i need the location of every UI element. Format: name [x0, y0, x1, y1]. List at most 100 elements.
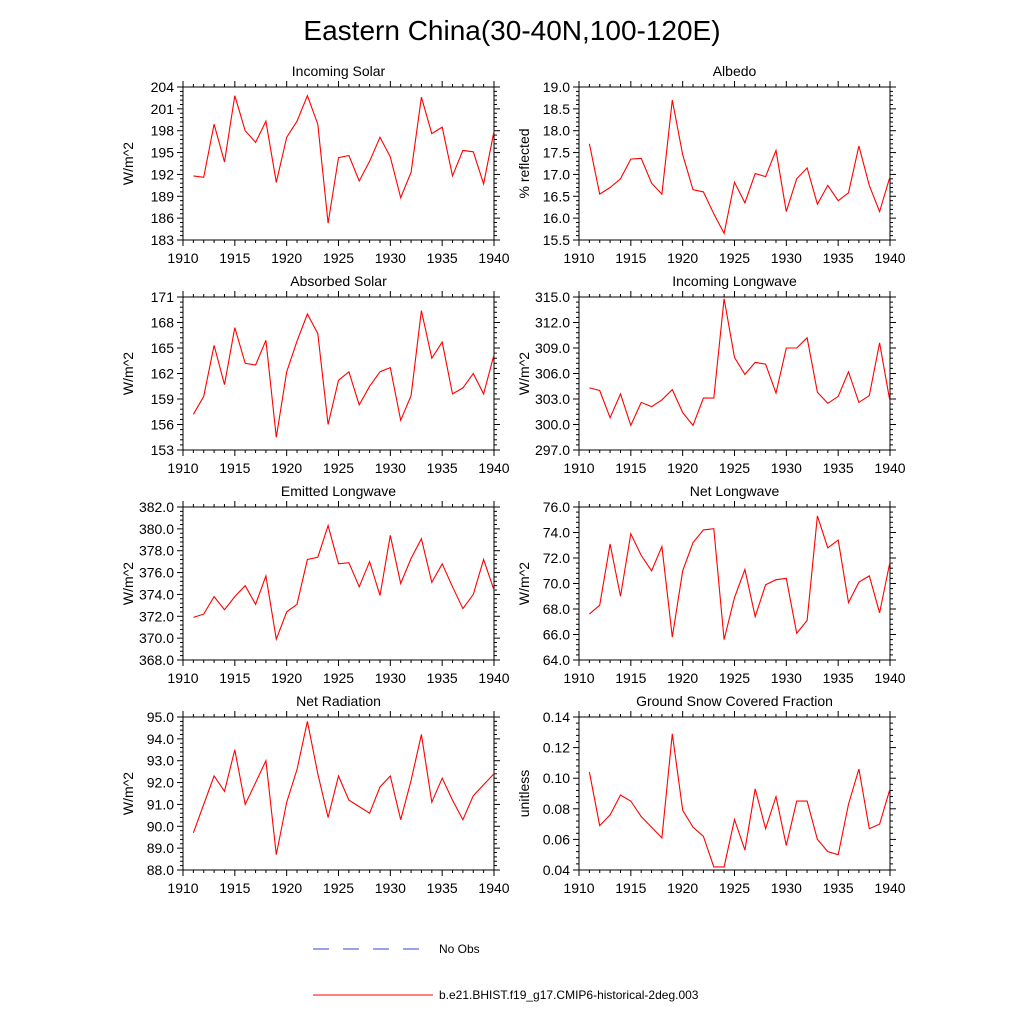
panel-title: Incoming Longwave [672, 273, 797, 289]
x-tick-label: 1935 [427, 880, 458, 896]
y-tick-label: 368.0 [139, 652, 174, 668]
y-tick-label: 378.0 [139, 543, 174, 559]
y-tick-label: 68.0 [543, 601, 570, 617]
y-tick-label: 312.0 [535, 315, 570, 331]
y-axis-label: % reflected [516, 128, 532, 198]
x-tick-label: 1920 [271, 460, 302, 476]
y-axis-label: W/m^2 [516, 352, 532, 395]
x-tick-label: 1930 [771, 670, 802, 686]
x-tick-label: 1915 [615, 670, 646, 686]
x-tick-label: 1910 [563, 250, 594, 266]
x-tick-label: 1910 [563, 670, 594, 686]
plot-frame [578, 506, 891, 661]
x-tick-label: 1920 [667, 880, 698, 896]
x-tick-label: 1925 [323, 880, 354, 896]
x-tick-label: 1930 [375, 670, 406, 686]
y-tick-label: 18.0 [543, 123, 570, 139]
y-tick-label: 16.0 [543, 210, 570, 226]
x-tick-label: 1920 [271, 670, 302, 686]
y-tick-label: 0.06 [543, 831, 570, 847]
y-tick-label: 17.0 [543, 166, 570, 182]
x-tick-label: 1910 [563, 460, 594, 476]
x-tick-label: 1935 [427, 250, 458, 266]
figure-title: Eastern China(30-40N,100-120E) [303, 15, 720, 46]
y-tick-label: 192 [151, 166, 175, 182]
y-axis-label: W/m^2 [120, 562, 136, 605]
y-tick-label: 90.0 [147, 818, 174, 834]
panel-2: Absorbed Solar W/m^2 153 156 159 162 165 168 171… [120, 273, 510, 476]
x-tick-label: 1915 [615, 250, 646, 266]
plot-frame [182, 716, 495, 871]
y-tick-label: 0.12 [543, 740, 570, 756]
y-tick-label: 297.0 [535, 442, 570, 458]
y-tick-label: 370.0 [139, 630, 174, 646]
x-tick-label: 1930 [771, 880, 802, 896]
y-tick-label: 72.0 [543, 550, 570, 566]
y-tick-label: 195 [151, 145, 175, 161]
y-tick-label: 201 [151, 101, 175, 117]
plot-frame [578, 296, 891, 451]
x-tick-label: 1935 [427, 670, 458, 686]
y-tick-label: 374.0 [139, 586, 174, 602]
x-tick-label: 1940 [874, 460, 905, 476]
x-tick-label: 1930 [771, 250, 802, 266]
y-tick-label: 16.5 [543, 188, 570, 204]
x-tick-label: 1915 [219, 250, 250, 266]
y-tick-label: 306.0 [535, 366, 570, 382]
panel-title: Absorbed Solar [290, 273, 387, 289]
plot-frame [578, 716, 891, 871]
x-tick-label: 1935 [427, 460, 458, 476]
x-tick-label: 1930 [375, 880, 406, 896]
y-tick-label: 171 [151, 289, 175, 305]
x-tick-label: 1940 [478, 880, 509, 896]
y-tick-label: 15.5 [543, 232, 570, 248]
y-tick-label: 0.08 [543, 801, 570, 817]
x-tick-label: 1925 [323, 670, 354, 686]
y-tick-label: 382.0 [139, 499, 174, 515]
y-tick-label: 204 [151, 79, 175, 95]
x-tick-label: 1935 [823, 250, 854, 266]
panel-title: Net Longwave [690, 483, 780, 499]
y-tick-label: 189 [151, 188, 175, 204]
panel-3: Incoming Longwave W/m^2 297.0 300.0 303.0 306… [516, 273, 906, 476]
panel-title: Ground Snow Covered Fraction [636, 693, 833, 709]
y-tick-label: 156 [151, 417, 175, 433]
y-tick-label: 89.0 [147, 840, 174, 856]
y-tick-label: 309.0 [535, 340, 570, 356]
y-tick-label: 18.5 [543, 101, 570, 117]
y-tick-label: 74.0 [543, 525, 570, 541]
x-tick-label: 1940 [478, 460, 509, 476]
y-tick-label: 300.0 [535, 417, 570, 433]
panel-4: Emitted Longwave W/m^2 368.0 370.0 372.0 374.… [120, 483, 510, 686]
y-tick-label: 168 [151, 315, 175, 331]
series-line [589, 515, 891, 640]
x-tick-label: 1915 [219, 460, 250, 476]
x-tick-label: 1935 [823, 460, 854, 476]
y-tick-label: 162 [151, 366, 175, 382]
y-axis-label: W/m^2 [516, 562, 532, 605]
y-tick-label: 88.0 [147, 862, 174, 878]
panel-title: Emitted Longwave [281, 483, 396, 499]
panel-1: Albedo % reflected 15.5 16.0 16.5 17.0 17.5 18.… [516, 63, 906, 266]
panel-6: Net Radiation W/m^2 88.0 89.0 90.0 91.0 92.0 93… [120, 693, 510, 896]
x-tick-label: 1925 [719, 670, 750, 686]
x-tick-label: 1915 [219, 880, 250, 896]
series-line [193, 94, 495, 224]
y-axis-label: W/m^2 [120, 772, 136, 815]
x-tick-label: 1930 [771, 460, 802, 476]
x-tick-label: 1910 [563, 880, 594, 896]
y-tick-label: 94.0 [147, 731, 174, 747]
panel-title: Incoming Solar [292, 63, 386, 79]
plot-frame [578, 86, 891, 241]
series-line [588, 733, 891, 868]
series-line [193, 523, 495, 642]
y-tick-label: 165 [151, 340, 175, 356]
panel-7: Ground Snow Covered Fraction unitless 0.04… [516, 693, 906, 896]
y-tick-label: 92.0 [147, 775, 174, 791]
y-tick-label: 66.0 [543, 627, 570, 643]
x-tick-label: 1925 [323, 250, 354, 266]
x-tick-label: 1925 [719, 250, 750, 266]
legend-model-label: b.e21.BHIST.f19_g17.CMIP6-historical-2de… [439, 988, 699, 1002]
x-tick-label: 1910 [167, 250, 198, 266]
